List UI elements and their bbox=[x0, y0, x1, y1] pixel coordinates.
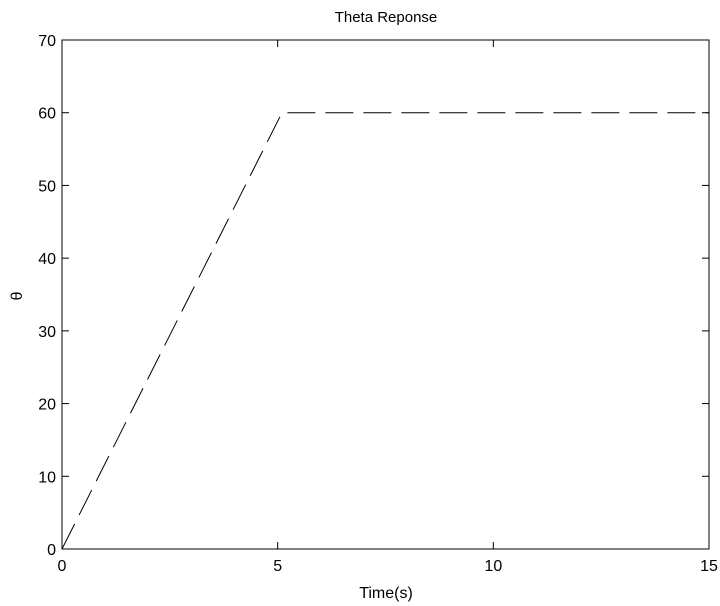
chart-title: Theta Reponse bbox=[335, 9, 438, 26]
x-axis-label: Time(s) bbox=[359, 585, 413, 602]
y-tick-label: 40 bbox=[38, 251, 56, 268]
y-tick-label: 60 bbox=[38, 106, 56, 123]
y-tick-label: 0 bbox=[47, 542, 56, 559]
plot-area bbox=[61, 39, 710, 550]
y-tick-label: 50 bbox=[38, 178, 56, 195]
x-axis-ticks: 0 5 10 15 bbox=[58, 40, 718, 575]
x-tick-label: 10 bbox=[484, 558, 502, 575]
x-tick-label: 15 bbox=[700, 558, 718, 575]
y-tick-label: 30 bbox=[38, 324, 56, 341]
y-axis-label: θ bbox=[9, 291, 26, 300]
y-tick-label: 20 bbox=[38, 397, 56, 414]
series-line-1 bbox=[61, 112, 709, 550]
y-tick-label: 70 bbox=[38, 33, 56, 50]
x-tick-label: 0 bbox=[58, 558, 67, 575]
y-axis-ticks: 0 10 20 30 40 50 60 70 bbox=[38, 33, 709, 559]
x-tick-label: 5 bbox=[273, 558, 282, 575]
series-layer bbox=[61, 112, 709, 550]
y-tick-label: 10 bbox=[38, 469, 56, 486]
